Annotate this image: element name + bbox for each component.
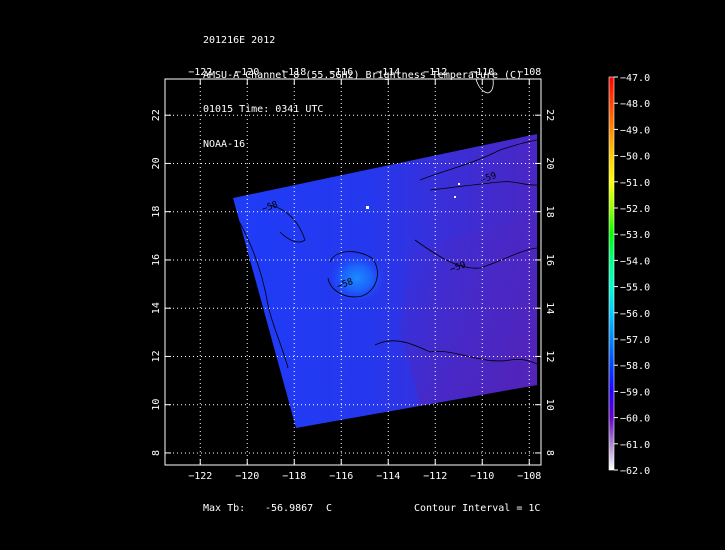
max-tb-label: Max Tb: [203, 503, 246, 514]
plot-frame [164, 78, 542, 466]
contour-lines [235, 139, 538, 369]
title-line-instrument: AMSU-A Channel 8 (55.5GHz) Brightness Te… [203, 69, 523, 81]
lat-label-right: 14 [544, 302, 555, 314]
colorbar-scale [609, 77, 614, 470]
colorbar-label: −55.0 [620, 283, 650, 294]
lat-label-right: 20 [544, 157, 555, 169]
lat-label-right: 8 [544, 450, 555, 456]
title-line-time: 01015 Time: 0341 UTC [203, 104, 324, 115]
lat-label-right: 18 [544, 206, 555, 218]
swath-layer [233, 134, 538, 428]
colorbar-label: −60.0 [620, 414, 650, 425]
colorbar-label: −59.0 [620, 387, 650, 398]
colorbar-label: −50.0 [620, 152, 650, 163]
colorbar-label: −52.0 [620, 204, 650, 215]
lat-label-left: 16 [151, 254, 162, 266]
lon-label-top: −118 [282, 67, 306, 78]
cold-region [400, 215, 537, 405]
artifact [366, 206, 369, 209]
colorbar-label: −56.0 [620, 309, 650, 320]
colorbar-frame [608, 76, 615, 471]
lon-label-bottom: −116 [329, 471, 353, 482]
lat-label-left: 8 [151, 450, 162, 456]
colorbar-label: −61.0 [620, 440, 650, 451]
artifact [458, 183, 460, 185]
lon-label-top: −110 [470, 67, 494, 78]
lon-label-bottom: −122 [188, 471, 212, 482]
colorbar: −47.0 −48.0 −49.0 −50.0 −51.0 −52.0 −53.0 −54.0… [608, 73, 650, 477]
colorbar-label: −53.0 [620, 230, 650, 241]
title-line-date: 201216E 2012 [203, 35, 276, 46]
colorbar-label: −58.0 [620, 361, 650, 372]
lat-label-right: 16 [544, 254, 555, 266]
colorbar-label: −62.0 [620, 466, 650, 477]
max-tb-unit: C [326, 503, 333, 514]
contour-interval: Contour Interval = 1C [414, 503, 541, 514]
lat-label-left: 20 [151, 157, 162, 169]
title-line-satellite: NOAA-16 [203, 138, 246, 150]
map-axes: −122 −122 −120 −120 −118 −118 −116 −116 −114 −114… [151, 67, 555, 482]
lat-label-right: 22 [544, 109, 555, 121]
lon-label-top: −116 [329, 67, 353, 78]
lon-label-bottom: −114 [376, 471, 400, 482]
lon-label-top: −114 [376, 67, 400, 78]
colorbar-label: −54.0 [620, 256, 650, 267]
contour-line [327, 251, 378, 298]
lat-label-right: 12 [544, 350, 555, 362]
colorbar-label: −49.0 [620, 125, 650, 136]
plot-title: 201216E 2012 AMSU-A Channel 8 (55.5GHz) … [203, 12, 522, 162]
contour-line [429, 181, 538, 191]
pixel-artifacts [366, 183, 460, 209]
contour-line [235, 215, 289, 369]
artifact [454, 196, 456, 198]
colorbar-label: −51.0 [620, 178, 650, 189]
lon-label-bottom: −118 [282, 471, 306, 482]
contour-line [269, 204, 306, 243]
lat-label-left: 18 [151, 206, 162, 218]
lat-label-left: 22 [151, 109, 162, 121]
colorbar-label: −48.0 [620, 99, 650, 110]
warm-spot [329, 254, 385, 302]
lon-label-bottom: −110 [470, 471, 494, 482]
max-tb-value: -56.9867 [265, 503, 314, 514]
lon-label-top: −120 [235, 67, 259, 78]
contour-line [419, 139, 538, 181]
lon-label-bottom: −120 [235, 471, 259, 482]
lat-label-left: 10 [151, 399, 162, 411]
lat-label-right: 10 [544, 399, 555, 411]
colorbar-label: −47.0 [620, 73, 650, 84]
lon-label-top: −122 [188, 67, 212, 78]
lon-label-bottom: −112 [423, 471, 447, 482]
lat-label-left: 12 [151, 350, 162, 362]
lon-label-bottom: −108 [517, 471, 541, 482]
lon-label-top: −112 [423, 67, 447, 78]
lon-label-top: −108 [517, 67, 541, 78]
lat-label-left: 14 [151, 302, 162, 314]
contour-line [414, 239, 538, 269]
contour-line [374, 340, 538, 365]
map-grid [165, 79, 541, 465]
coastline [475, 78, 494, 94]
colorbar-label: −57.0 [620, 335, 650, 346]
